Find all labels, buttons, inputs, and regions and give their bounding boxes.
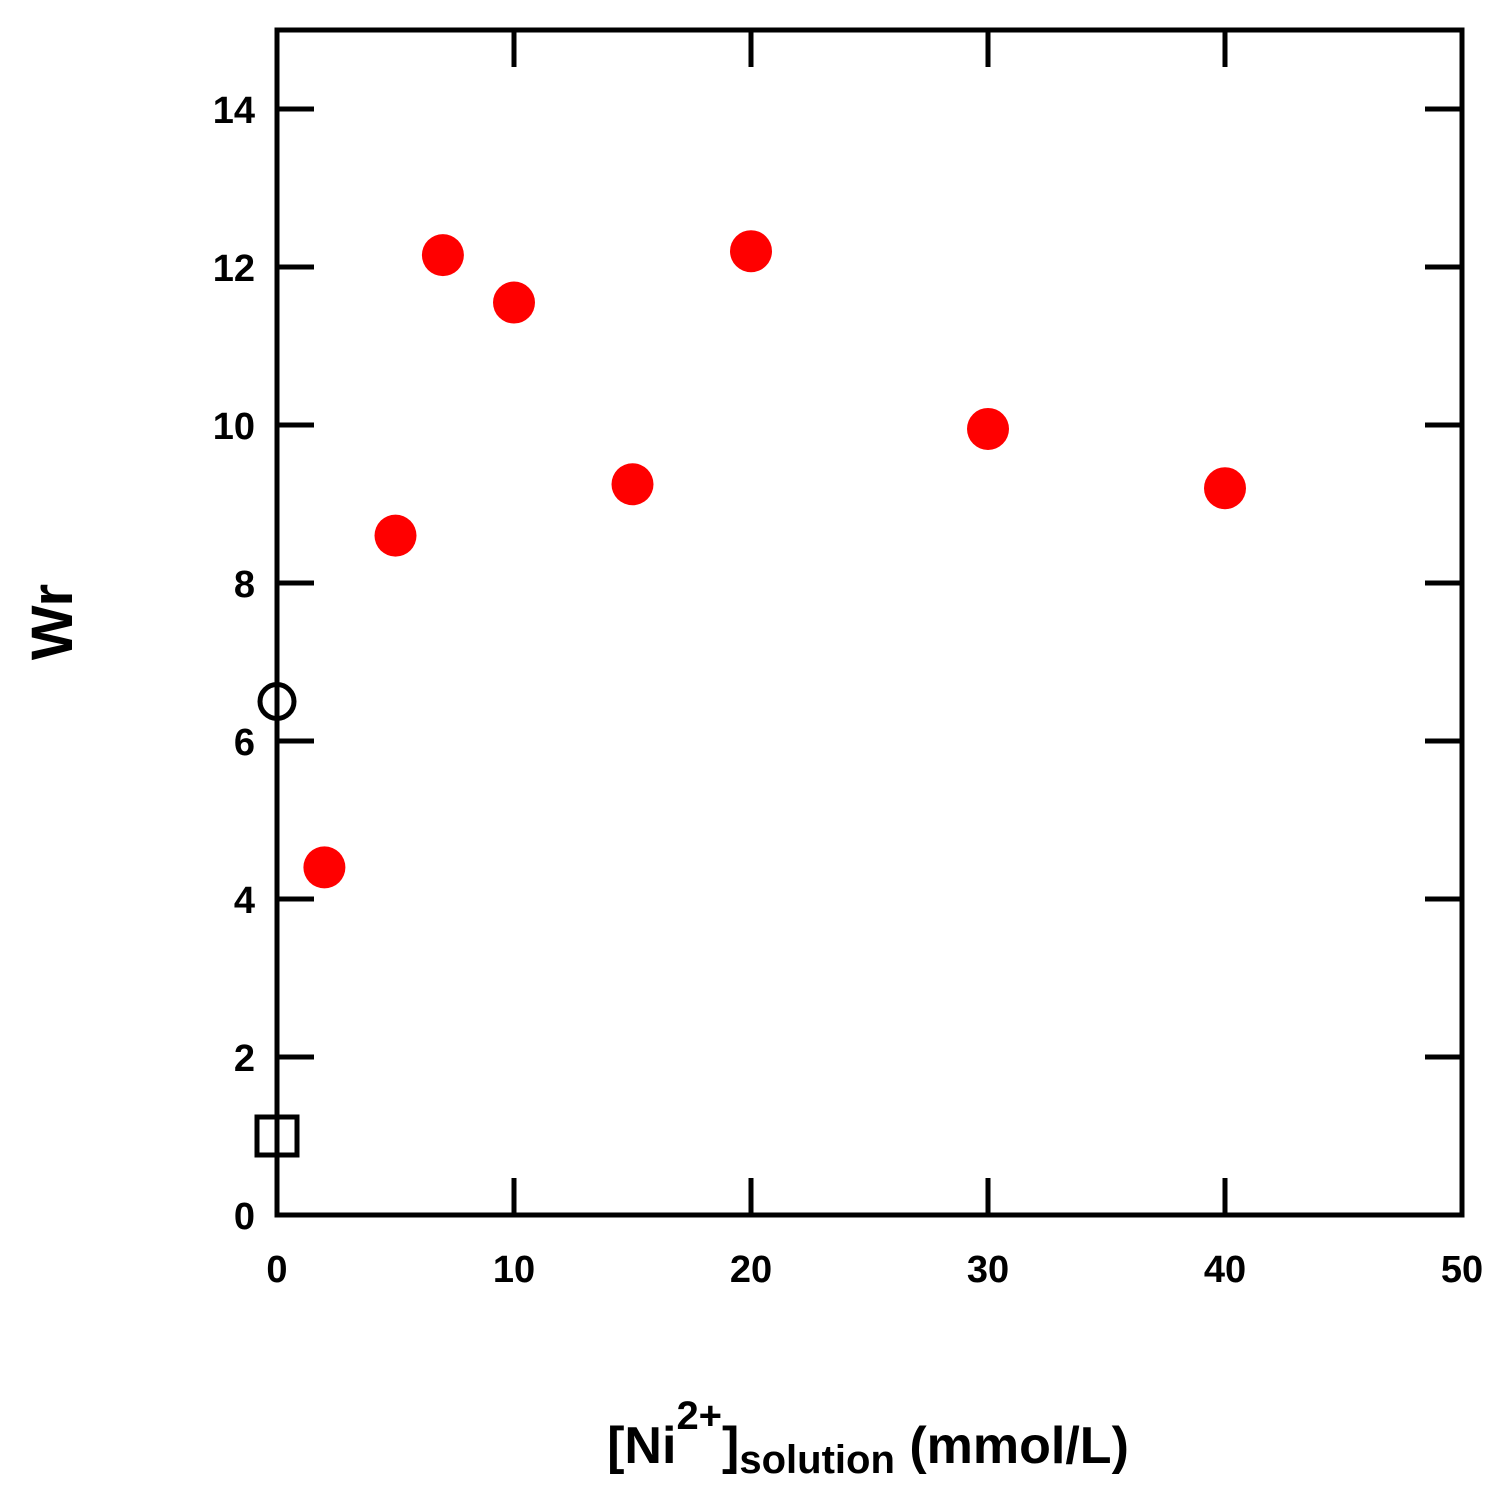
data-points-layer xyxy=(254,230,1246,1158)
x-axis-title: [Ni2+]solution (mmol/L) xyxy=(607,1394,1129,1482)
x-tick-label: 40 xyxy=(1204,1249,1246,1291)
data-point xyxy=(611,463,654,506)
y-tick-label: 14 xyxy=(213,90,255,132)
x-tick-label: 0 xyxy=(266,1249,287,1291)
data-point-open-square xyxy=(254,1114,300,1158)
y-tick-label: 10 xyxy=(213,406,255,448)
ticks-layer xyxy=(274,30,1465,1218)
y-tick-label: 8 xyxy=(234,564,255,606)
data-point-open-circle xyxy=(257,682,297,721)
data-point xyxy=(421,234,464,277)
x-axis-title-bracket: ] xyxy=(722,1417,739,1475)
y-tick-label: 6 xyxy=(234,722,255,764)
x-tick-label: 10 xyxy=(493,1249,535,1291)
x-tick-label: 30 xyxy=(967,1249,1009,1291)
plot-frame xyxy=(274,27,1465,1218)
x-axis-title-prefix: [Ni xyxy=(607,1417,676,1475)
y-axis-title: Wr xyxy=(20,584,85,660)
x-axis-title-subscript: solution xyxy=(739,1438,895,1482)
data-point xyxy=(967,407,1009,450)
data-point xyxy=(1204,467,1246,510)
x-axis-title-superscript: 2+ xyxy=(676,1394,722,1438)
y-tick-label: 4 xyxy=(234,880,255,922)
data-point xyxy=(730,230,772,273)
data-point xyxy=(493,281,535,324)
y-tick-label: 0 xyxy=(234,1196,255,1238)
tick-labels-layer: 0 10 20 30 40 50 0 2 4 6 8 10 12 14 xyxy=(213,90,1483,1291)
x-tick-label: 50 xyxy=(1441,1249,1483,1291)
x-axis-title-unit: (mmol/L) xyxy=(895,1417,1129,1475)
y-tick-label: 2 xyxy=(234,1038,255,1080)
x-tick-label: 20 xyxy=(730,1249,772,1291)
data-point xyxy=(374,514,417,557)
y-tick-label: 12 xyxy=(213,248,255,290)
data-point xyxy=(303,846,346,889)
